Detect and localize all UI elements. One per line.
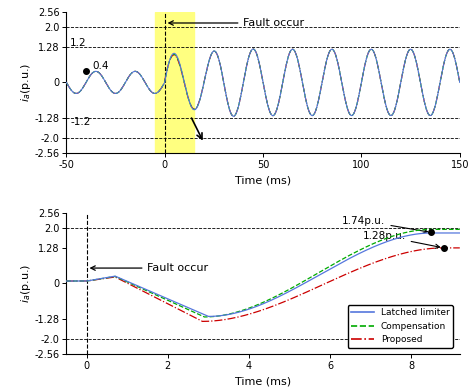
Text: 1.28p.u.: 1.28p.u. bbox=[363, 231, 439, 248]
Legend: Latched limiter, Compensation, Proposed: Latched limiter, Compensation, Proposed bbox=[347, 305, 453, 348]
X-axis label: Time (ms): Time (ms) bbox=[235, 377, 291, 387]
Text: Fault occur: Fault occur bbox=[91, 263, 209, 273]
Bar bbox=[155, 12, 194, 153]
Text: -1.2: -1.2 bbox=[70, 117, 91, 127]
Text: Fault occur: Fault occur bbox=[169, 18, 304, 28]
Text: 1.74p.u.: 1.74p.u. bbox=[342, 216, 428, 233]
X-axis label: Time (ms): Time (ms) bbox=[235, 175, 291, 186]
Text: 0.4: 0.4 bbox=[92, 61, 109, 70]
Text: 1.2: 1.2 bbox=[70, 38, 87, 48]
Y-axis label: $i_a$(p.u.): $i_a$(p.u.) bbox=[19, 264, 33, 303]
Y-axis label: $i_a$(p.u.): $i_a$(p.u.) bbox=[19, 63, 33, 102]
